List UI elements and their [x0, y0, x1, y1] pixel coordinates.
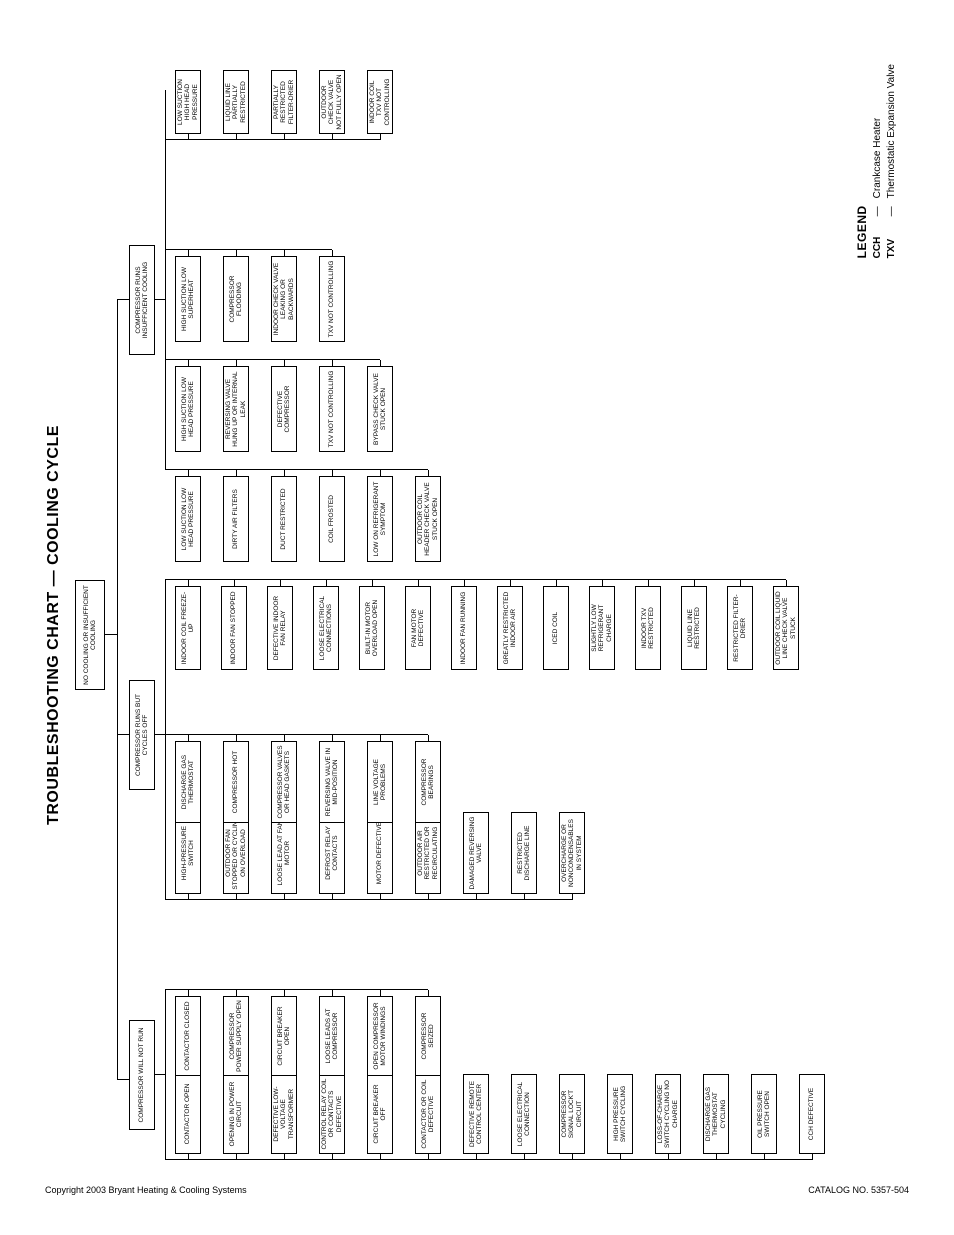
node: CONTACTOR OPEN [175, 1074, 201, 1154]
node: DEFECTIVE INDOOR FAN RELAY [267, 586, 293, 670]
node: REVERSING VALVE HUNG UP OR INTERNAL LEAK [223, 366, 249, 452]
node: LOOSE ELECTRICAL CONNECTIONS [313, 586, 339, 670]
node: SLIGHTLY LOW REFRIGERANT CHARGE [589, 586, 615, 670]
node: INDOOR FAN RUNNING [451, 586, 477, 670]
node: DEFECTIVE REMOTE CONTROL CENTER [463, 1074, 489, 1154]
node: OUTDOOR AIR RESTRICTED OR RECIRCULATING [415, 812, 441, 894]
node: LOW SUCTION LOW HEAD PRESSURE [175, 476, 201, 562]
node: CIRCUIT BREAKER OPEN [271, 996, 297, 1076]
node: CIRCUIT BREAKER OFF [367, 1074, 393, 1154]
node: DISCHARGE GAS THERMOSTAT CYCLING [703, 1074, 729, 1154]
node: OUTDOOR CHECK VALVE NOT FULLY OPEN [319, 70, 345, 134]
node: INDOOR TXV RESTRICTED [635, 586, 661, 670]
node: OUTDOOR COIL HEADER CHECK VALVE STUCK OP… [415, 476, 441, 562]
node: OPENING IN POWER CIRCUIT [223, 1074, 249, 1154]
node: CCH DEFECTIVE [799, 1074, 825, 1154]
node: RESTRICTED DISCHARGE LINE [511, 812, 537, 894]
page-footer: Copyright 2003 Bryant Heating & Cooling … [45, 1185, 909, 1195]
node: RESTRICTED FILTER-DRIER [727, 586, 753, 670]
node: COIL FROSTED [319, 476, 345, 562]
node: DEFROST RELAY CONTACTS [319, 812, 345, 894]
node: CONTROL RELAY COIL OR CONTACTS DEFECTIVE [319, 1074, 345, 1154]
branch-header: COMPRESSOR WILL NOT RUN [129, 1020, 155, 1130]
node: HIGH-PRESSURE SWITCH [175, 812, 201, 894]
node: COMPRESSOR SIGNAL LOCK'T CIRCUIT [559, 1074, 585, 1154]
node: COMPRESSOR POWER SUPPLY OPEN [223, 996, 249, 1076]
node: COMPRESSOR BEARINGS [415, 741, 441, 823]
node: DEFECTIVE LOW-VOLTAGE TRANSFORMER [271, 1074, 297, 1154]
node: LINE VOLTAGE PROBLEMS [367, 741, 393, 823]
legend-key: CCH [872, 224, 883, 258]
node: CONTACTOR OR COIL DEFECTIVE [415, 1074, 441, 1154]
node: LIQUID LINE PARTIALLY RESTRICTED [223, 70, 249, 134]
node: OUTDOOR COIL LIQUID LINE CHECK VALVE STU… [773, 586, 799, 670]
node: FAN MOTOR DEFECTIVE [405, 586, 431, 670]
node: INDOOR FAN STOPPED [221, 586, 247, 670]
copyright: Copyright 2003 Bryant Heating & Cooling … [45, 1185, 247, 1195]
node: REVERSING VALVE IN MID-POSITION [319, 741, 345, 823]
node: DEFECTIVE COMPRESSOR [271, 366, 297, 452]
catalog-number: CATALOG NO. 5357-504 [808, 1185, 909, 1195]
node: LIQUID LINE RESTRICTED [681, 586, 707, 670]
node: LOOSE LEAD AT FAN MOTOR [271, 812, 297, 894]
node: BYPASS CHECK VALVE STUCK OPEN [367, 366, 393, 452]
root-node: NO COOLING OR INSUFFICIENT COOLING [75, 580, 105, 690]
node: BUILT-IN MOTOR OVERLOAD OPEN [359, 586, 385, 670]
node: LOOSE LEADS AT COMPRESSOR [319, 996, 345, 1076]
node: DAMAGED REVERSING VALVE [463, 812, 489, 894]
node: OIL PRESSURE SWITCH OPEN [751, 1074, 777, 1154]
node: CONTACTOR CLOSED [175, 996, 201, 1076]
node: ICED COIL [543, 586, 569, 670]
node: COMPRESSOR SEIZED [415, 996, 441, 1076]
node: DIRTY AIR FILTERS [223, 476, 249, 562]
node: OPEN COMPRESSOR MOTOR WINDINGS [367, 996, 393, 1076]
node: OUTDOOR FAN STOPPED OR CYCLING ON OVERLO… [223, 812, 249, 894]
legend-heading: LEGEND [855, 64, 869, 258]
legend: LEGEND CCH—Crankcase HeaterTXV—Thermosta… [855, 64, 897, 258]
node: OVERCHARGE OR NONCONDENSABLES IN SYSTEM [559, 812, 585, 894]
legend-val: Crankcase Heater [872, 118, 883, 199]
node: COMPRESSOR VALVES OR HEAD GASKETS [271, 741, 297, 823]
node: PARTIALLY RESTRICTED FILTER-DRIER [271, 70, 297, 134]
node: HIGH SUCTION LOW SUPERHEAT [175, 256, 201, 342]
branch-header: COMPRESSOR RUNS INSUFFICIENT COOLING [129, 245, 155, 355]
node: LOW ON REFRIGERANT SYMPTOM [367, 476, 393, 562]
node: TXV NOT CONTROLLING [319, 366, 345, 452]
legend-key: TXV [886, 224, 897, 258]
node: LOW SUCTION HIGH HEAD PRESSURE [175, 70, 201, 134]
node: TXV NOT CONTROLLING [319, 256, 345, 342]
node: DISCHARGE GAS THERMOSTAT [175, 741, 201, 823]
node: LOOSE ELECTRICAL CONNECTION [511, 1074, 537, 1154]
node: COMPRESSOR FLOODING [223, 256, 249, 342]
node: INDOOR COIL TXV NOT CONTROLLING [367, 70, 393, 134]
node: HIGH SUCTION LOW HEAD PRESSURE [175, 366, 201, 452]
node: HIGH PRESSURE SWITCH CYCLING [607, 1074, 633, 1154]
node: INDOOR COIL FREEZE-UP [175, 586, 201, 670]
node: GREATLY RESTRICTED INDOOR AIR [497, 586, 523, 670]
page-title: TROUBLESHOOTING CHART — COOLING CYCLE [45, 50, 63, 1200]
node: DUCT RESTRICTED [271, 476, 297, 562]
legend-val: Thermostatic Expansion Valve [886, 64, 897, 198]
node: LOSS-OF-CHARGE SWITCH CYCLING NO CHARGE [655, 1074, 681, 1154]
branch-header: COMPRESSOR RUNS BUT CYCLES OFF [129, 680, 155, 790]
node: COMPRESSOR HOT [223, 741, 249, 823]
flowchart: NO COOLING OR INSUFFICIENT COOLING COMPRE… [75, 70, 835, 1200]
node: INDOOR CHECK VALVE LEAKING OR BACKWARDS [271, 256, 297, 342]
node: MOTOR DEFECTIVE [367, 812, 393, 894]
